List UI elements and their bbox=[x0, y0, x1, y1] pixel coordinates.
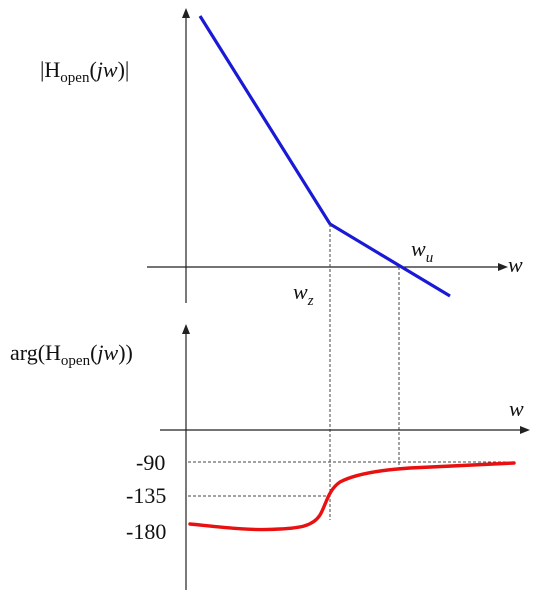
phase-curve bbox=[188, 461, 516, 532]
magnitude-plot: |Hopen(jw)| w wz wu bbox=[40, 8, 523, 309]
tick-label-minus180: -180 bbox=[126, 519, 166, 544]
magnitude-x-axis-arrow bbox=[498, 263, 508, 271]
wz-label: wz bbox=[293, 279, 314, 309]
tick-label-minus90: -90 bbox=[136, 450, 165, 475]
tick-label-minus135: -135 bbox=[126, 483, 166, 508]
phase-y-axis-arrow bbox=[182, 324, 190, 334]
phase-plot: arg(Hopen(jw)) w -90 -135 -180 bbox=[10, 324, 530, 590]
guide-lines bbox=[188, 224, 513, 520]
phase-x-axis-arrow bbox=[520, 426, 530, 434]
wu-label: wu bbox=[411, 236, 433, 266]
phase-y-label: arg(Hopen(jw)) bbox=[10, 340, 133, 369]
magnitude-y-label: |Hopen(jw)| bbox=[40, 57, 129, 86]
magnitude-x-label: w bbox=[508, 252, 523, 277]
phase-x-label: w bbox=[509, 396, 524, 421]
magnitude-y-axis-arrow bbox=[182, 8, 190, 18]
